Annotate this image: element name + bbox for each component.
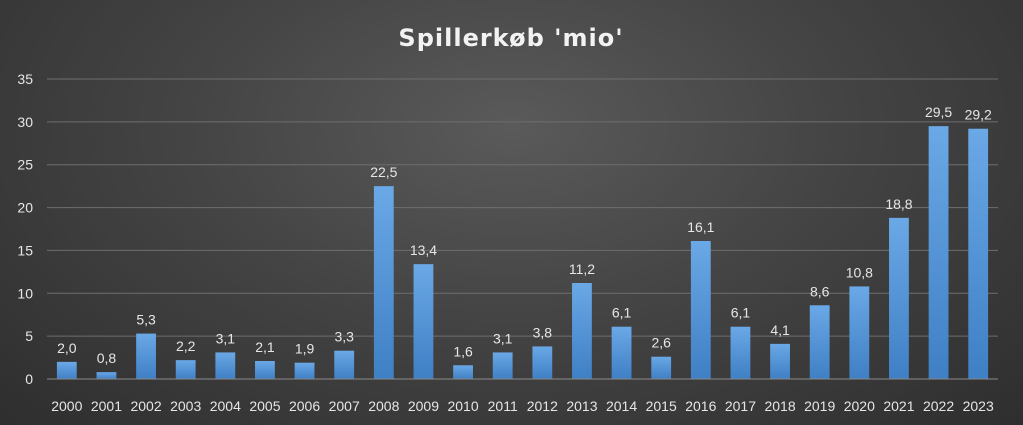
x-tick-label: 2018 (764, 398, 795, 414)
data-label-2001: 0,8 (97, 350, 117, 366)
bar-2009 (413, 264, 434, 379)
y-tick-label: 15 (17, 242, 33, 258)
data-label-2021: 18,8 (885, 196, 912, 212)
bar-2022 (928, 126, 949, 380)
bar-2001 (96, 372, 117, 379)
y-tick-label: 0 (25, 371, 33, 387)
x-axis-ticks: 2000 2001 2002 2003 2004 2005 2006 2007 2008 2009… (51, 398, 994, 414)
bars (56, 126, 989, 380)
bar-2017 (730, 326, 751, 379)
bar-2008 (373, 186, 394, 379)
y-tick-label: 20 (17, 200, 33, 216)
data-label-2007: 3,3 (334, 329, 354, 345)
x-tick-label: 2002 (130, 398, 161, 414)
x-tick-label: 2017 (725, 398, 756, 414)
data-label-2020: 10,8 (846, 264, 873, 280)
data-label-2008: 22,5 (370, 164, 397, 180)
x-tick-label: 2008 (368, 398, 399, 414)
data-label-2009: 13,4 (410, 242, 437, 258)
bar-2006 (294, 362, 315, 379)
x-tick-label: 2022 (923, 398, 954, 414)
bar-2018 (770, 343, 790, 379)
x-tick-label: 2009 (408, 398, 439, 414)
y-axis-ticks: 0 5 10 15 20 25 30 35 (17, 71, 33, 387)
bar-2004 (215, 352, 236, 379)
data-label-2010: 1,6 (453, 343, 473, 359)
x-tick-label: 2021 (883, 398, 914, 414)
y-tick-label: 5 (25, 328, 33, 344)
bar-2014 (611, 326, 632, 379)
chart-title: Spillerkøb 'mio' (398, 24, 623, 52)
bar-2010 (453, 365, 473, 379)
bar-2012 (532, 346, 553, 379)
bar-2011 (492, 352, 513, 379)
data-label-2011: 3,1 (493, 330, 513, 346)
x-tick-label: 2003 (170, 398, 201, 414)
data-label-2000: 2,0 (57, 340, 77, 356)
bar-2023 (968, 128, 989, 379)
data-label-2015: 2,6 (651, 335, 671, 351)
x-tick-label: 2019 (804, 398, 835, 414)
data-label-2017: 6,1 (731, 305, 751, 321)
bar-2000 (56, 361, 77, 379)
x-tick-label: 2000 (51, 398, 82, 414)
data-label-2022: 29,5 (925, 104, 952, 120)
x-tick-label: 2012 (527, 398, 558, 414)
data-label-2005: 2,1 (255, 339, 275, 355)
data-label-2004: 3,1 (216, 330, 236, 346)
gridlines (47, 78, 998, 337)
x-tick-label: 2005 (249, 398, 280, 414)
x-tick-label: 2016 (685, 398, 716, 414)
x-tick-label: 2014 (606, 398, 637, 414)
bar-2016 (690, 241, 711, 379)
x-tick-label: 2020 (844, 398, 875, 414)
bar-2007 (334, 350, 355, 379)
x-tick-label: 2001 (91, 398, 122, 414)
x-tick-label: 2011 (488, 398, 518, 414)
x-tick-label: 2006 (289, 398, 320, 414)
bar-2013 (572, 283, 592, 379)
data-label-2014: 6,1 (612, 305, 632, 321)
bar-2015 (651, 356, 672, 379)
data-label-2016: 16,1 (687, 219, 714, 235)
x-tick-label: 2015 (646, 398, 677, 414)
y-tick-label: 30 (17, 114, 33, 130)
data-label-2006: 1,9 (295, 341, 315, 357)
data-label-2023: 29,2 (965, 107, 992, 123)
y-tick-label: 10 (17, 285, 33, 301)
data-label-2013: 11,2 (569, 261, 595, 277)
bar-2005 (255, 361, 275, 379)
x-tick-label: 2023 (963, 398, 994, 414)
data-label-2002: 5,3 (136, 312, 156, 328)
x-tick-label: 2010 (447, 398, 478, 414)
data-label-2012: 3,8 (533, 324, 553, 340)
data-label-2003: 2,2 (176, 338, 196, 354)
x-tick-label: 2013 (566, 398, 597, 414)
x-tick-label: 2007 (329, 398, 360, 414)
bar-2003 (175, 360, 196, 379)
bar-2019 (809, 305, 830, 379)
bar-2020 (849, 286, 870, 379)
x-tick-label: 2004 (210, 398, 241, 414)
y-tick-label: 35 (17, 71, 33, 87)
data-label-2018: 4,1 (770, 322, 790, 338)
bar-2021 (889, 217, 909, 379)
y-tick-label: 25 (17, 157, 33, 173)
bar-2002 (136, 333, 156, 379)
data-label-2019: 8,6 (810, 283, 830, 299)
data-labels: 2,0 0,8 5,3 2,2 3,1 2,1 1,9 3,3 22,5 13,4 1,6 3,1 3,… (57, 104, 992, 366)
